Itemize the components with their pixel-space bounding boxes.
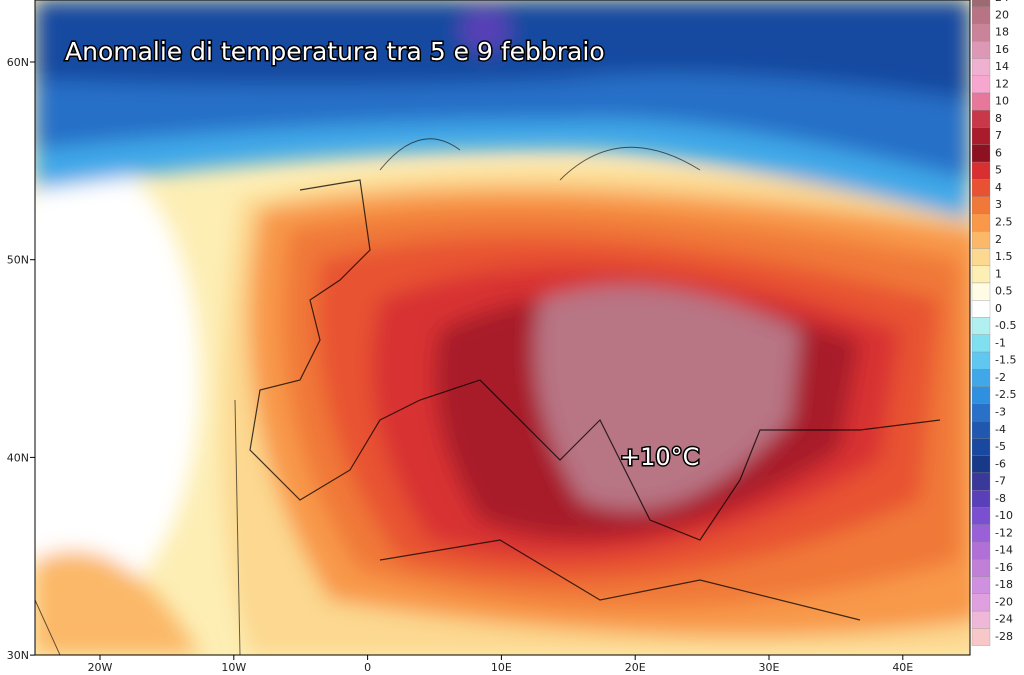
lon-label: 30E — [759, 661, 780, 674]
colorbar-label: -2.5 — [995, 388, 1016, 401]
colorbar-cell — [971, 628, 991, 646]
colorbar-label: -16 — [995, 561, 1013, 574]
colorbar-label: 12 — [995, 77, 1009, 90]
colorbar-cell — [971, 75, 991, 94]
colorbar-label: -20 — [995, 595, 1013, 608]
colorbar-label: 3 — [995, 198, 1002, 211]
lat-label: 40N — [7, 451, 29, 464]
lon-label: 0 — [364, 661, 371, 674]
colorbar-label: -1.5 — [995, 354, 1016, 367]
colorbar-label: -24 — [995, 613, 1013, 626]
colorbar-label: 1.5 — [995, 250, 1013, 263]
colorbar-cell — [971, 196, 991, 215]
colorbar-cell — [971, 420, 991, 439]
colorbar-label: 14 — [995, 60, 1009, 73]
lon-label: 20W — [88, 661, 113, 674]
colorbar-label: 10 — [995, 95, 1009, 108]
map-field — [35, 0, 970, 655]
colorbar-cell — [971, 92, 991, 111]
colorbar-label: 2.5 — [995, 216, 1013, 229]
colorbar-label: -14 — [995, 544, 1013, 557]
lat-label: 50N — [7, 254, 29, 267]
map-title: Anomalie di temperatura tra 5 e 9 febbra… — [65, 37, 605, 66]
colorbar-cell — [971, 317, 991, 335]
colorbar-cell — [971, 144, 991, 163]
lat-label: 30N — [7, 649, 29, 662]
colorbar-label: -3 — [995, 405, 1006, 418]
colorbar-cell — [971, 127, 991, 145]
colorbar-cell — [971, 23, 991, 42]
colorbar-cell — [971, 472, 991, 491]
colorbar-label: -5 — [995, 440, 1006, 453]
colorbar-label: 4 — [995, 181, 1002, 194]
colorbar-label: -18 — [995, 578, 1013, 591]
colorbar-cell — [971, 41, 991, 59]
map-frame — [34, 0, 971, 656]
colorbar-cell — [971, 282, 991, 301]
colorbar-cell — [971, 610, 991, 629]
colorbar-label: 5 — [995, 164, 1002, 177]
colorbar-label: 2 — [995, 233, 1002, 246]
colorbar-cell — [971, 179, 991, 197]
colorbar-cell — [971, 369, 991, 387]
colorbar-cell — [971, 6, 991, 25]
lon-label: 10W — [221, 661, 246, 674]
colorbar-cell — [971, 58, 991, 76]
colorbar-cell — [971, 110, 991, 128]
colorbar-label: -0.5 — [995, 319, 1016, 332]
colorbar-label: -7 — [995, 475, 1006, 488]
colorbar-cell — [971, 490, 991, 508]
colorbar-cell — [971, 386, 991, 405]
lon-label: 40E — [892, 661, 913, 674]
colorbar-cell — [971, 438, 991, 456]
colorbar-label: 8 — [995, 112, 1002, 125]
colorbar-label: -12 — [995, 526, 1013, 539]
colorbar-cell — [971, 576, 991, 594]
colorbar-cell — [971, 403, 991, 422]
colorbar-cell — [971, 351, 991, 370]
colorbar-label: 0 — [995, 302, 1002, 315]
colorbar-cell — [971, 593, 991, 612]
colorbar-label: 6 — [995, 146, 1002, 159]
colorbar-cell — [971, 559, 991, 577]
colorbar-label: -4 — [995, 423, 1006, 436]
colorbar-label: 20 — [995, 8, 1009, 21]
colorbar-cell — [971, 524, 991, 543]
anomaly-annotation: +10°C — [620, 443, 699, 471]
colorbar-label: -28 — [995, 630, 1013, 643]
colorbar-label: 1 — [995, 267, 1002, 280]
colorbar-cell — [971, 334, 991, 353]
colorbar-cell — [971, 300, 991, 318]
colorbar-label: 16 — [995, 43, 1009, 56]
lon-label: 20E — [625, 661, 646, 674]
colorbar-cell — [971, 455, 991, 474]
colorbar-cell — [971, 248, 991, 266]
lon-label: 10E — [491, 661, 512, 674]
colorbar-cell — [971, 0, 991, 7]
colorbar-label: -6 — [995, 457, 1006, 470]
colorbar-cell — [971, 161, 991, 180]
colorbar-label: -10 — [995, 509, 1013, 522]
colorbar-cell — [971, 265, 991, 284]
colorbar-label: 7 — [995, 129, 1002, 142]
colorbar-cell — [971, 541, 991, 560]
colorbar-cell — [971, 230, 991, 249]
colorbar-cell — [971, 507, 991, 525]
colorbar-label: 24 — [995, 0, 1009, 4]
colorbar-label: -2 — [995, 371, 1006, 384]
colorbar-cell — [971, 213, 991, 232]
lat-label: 60N — [7, 56, 29, 69]
colorbar-label: -1 — [995, 336, 1006, 349]
colorbar-label: 18 — [995, 26, 1009, 39]
colorbar-label: -8 — [995, 492, 1006, 505]
colorbar-label: 0.5 — [995, 285, 1013, 298]
